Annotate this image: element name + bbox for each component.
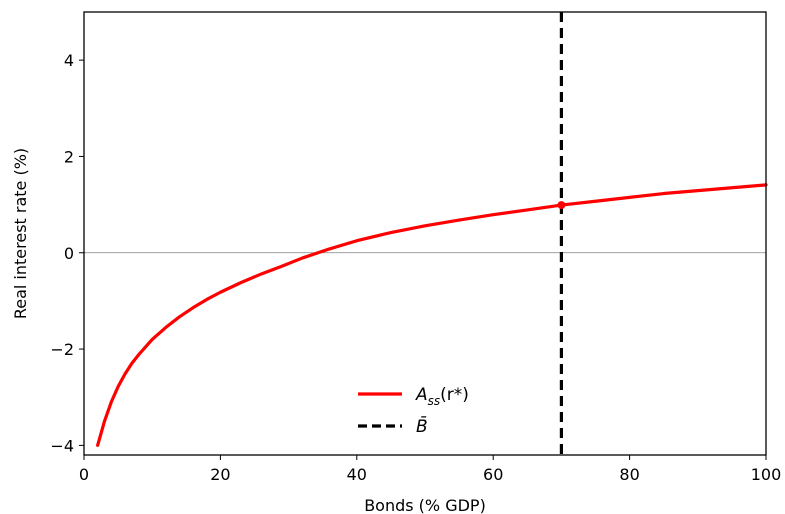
y-tick-label: 4 — [64, 51, 74, 70]
legend-label-sub: ss — [428, 394, 441, 408]
y-tick-label: 0 — [64, 244, 74, 263]
legend-label-bbar: B̄ — [416, 415, 428, 437]
y-tick-label: −2 — [50, 340, 74, 359]
x-tick-label: 80 — [619, 465, 639, 484]
x-tick-label: 100 — [751, 465, 782, 484]
x-axis-label: Bonds (% GDP) — [364, 496, 486, 514]
x-tick-label: 40 — [347, 465, 367, 484]
y-tick-label: 2 — [64, 147, 74, 166]
series-layer — [96, 183, 768, 447]
y-tick-label: −4 — [50, 436, 74, 455]
legend-label-series: Ass(r*) — [415, 385, 469, 408]
ticks-layer: 0 20 40 60 80 100 −4 −2 0 2 4 — [50, 51, 781, 484]
legend-label-main: A — [415, 385, 428, 405]
legend: Ass(r*) B̄ — [358, 385, 469, 437]
y-axis-label: Real interest rate (%) — [11, 148, 30, 319]
plot-frame — [83, 11, 767, 456]
intersection-marker — [557, 201, 566, 210]
series-line-ass — [96, 183, 768, 447]
x-tick-label: 60 — [483, 465, 503, 484]
marker-layer — [557, 201, 566, 210]
x-tick-label: 0 — [79, 465, 89, 484]
x-tick-label: 20 — [210, 465, 230, 484]
legend-label-tail: (r*) — [440, 385, 469, 405]
